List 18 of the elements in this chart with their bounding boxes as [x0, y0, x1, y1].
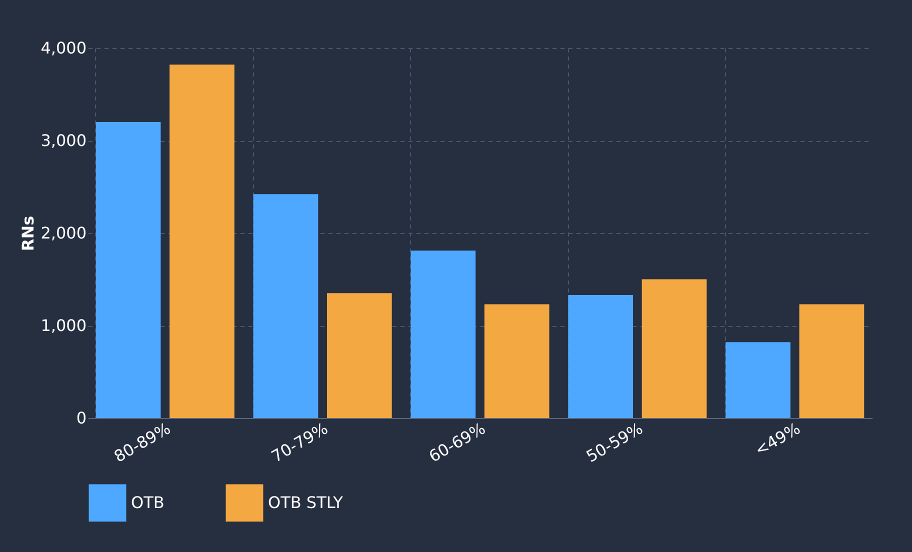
y-tick-label: 4,000 [40, 38, 86, 58]
y-tick-label: 0 [76, 408, 86, 428]
bar [568, 294, 634, 418]
bar [170, 64, 234, 418]
legend-label: OTB [131, 492, 164, 512]
bar [726, 342, 790, 418]
bar [96, 122, 161, 418]
y-axis-title: RNs [18, 216, 38, 252]
y-tick-label: 2,000 [40, 224, 86, 242]
y-tick-label: 3,000 [40, 131, 86, 150]
bar [799, 304, 864, 418]
y-tick-label: 1,000 [40, 316, 86, 335]
bar [253, 194, 318, 418]
legend-label: OTB STLY [268, 492, 344, 512]
bar [484, 304, 550, 418]
bar [326, 293, 392, 418]
bar [410, 250, 476, 418]
bar [642, 279, 707, 418]
